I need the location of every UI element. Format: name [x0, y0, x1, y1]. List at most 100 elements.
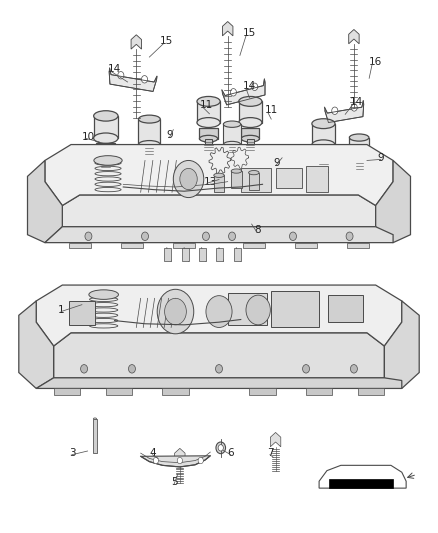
Ellipse shape — [249, 171, 259, 175]
Circle shape — [118, 71, 124, 79]
Bar — [276, 168, 302, 188]
Polygon shape — [175, 448, 185, 463]
Polygon shape — [45, 227, 393, 243]
Circle shape — [215, 365, 223, 373]
Text: 8: 8 — [254, 225, 261, 236]
Circle shape — [237, 154, 243, 161]
Circle shape — [332, 107, 338, 115]
Polygon shape — [243, 243, 265, 248]
Bar — [320, 161, 327, 172]
Polygon shape — [19, 301, 53, 389]
Polygon shape — [36, 378, 402, 389]
Ellipse shape — [217, 169, 223, 171]
Bar — [241, 127, 259, 139]
Polygon shape — [325, 101, 364, 123]
Circle shape — [141, 76, 148, 83]
Text: 3: 3 — [69, 448, 75, 458]
Polygon shape — [385, 301, 419, 389]
Circle shape — [346, 232, 353, 240]
Circle shape — [216, 156, 224, 165]
Polygon shape — [295, 243, 317, 248]
Circle shape — [85, 232, 92, 240]
Bar — [197, 101, 220, 123]
Polygon shape — [131, 35, 141, 49]
Ellipse shape — [138, 115, 160, 123]
Text: 4: 4 — [149, 448, 156, 458]
Polygon shape — [106, 389, 132, 395]
Circle shape — [157, 289, 194, 334]
Circle shape — [128, 365, 135, 373]
Text: 9: 9 — [167, 130, 173, 140]
Ellipse shape — [94, 156, 122, 165]
Polygon shape — [53, 333, 385, 378]
Bar — [96, 143, 116, 155]
Bar — [314, 150, 332, 161]
Polygon shape — [36, 285, 402, 346]
Bar — [94, 116, 118, 138]
Ellipse shape — [89, 290, 118, 300]
Text: 6: 6 — [228, 448, 234, 458]
Bar — [102, 155, 110, 167]
Bar — [231, 171, 242, 188]
Text: 10: 10 — [82, 132, 95, 142]
Text: 1: 1 — [58, 305, 64, 315]
Circle shape — [351, 104, 357, 111]
Bar — [146, 144, 152, 154]
Circle shape — [303, 365, 310, 373]
Bar — [357, 160, 362, 169]
Ellipse shape — [218, 445, 223, 451]
Circle shape — [165, 298, 186, 325]
Bar — [69, 301, 95, 325]
Ellipse shape — [241, 135, 259, 142]
Bar — [328, 479, 393, 488]
Circle shape — [246, 295, 270, 325]
Polygon shape — [28, 160, 62, 243]
Ellipse shape — [93, 418, 97, 419]
Bar — [249, 173, 259, 190]
Circle shape — [206, 296, 232, 327]
Ellipse shape — [138, 141, 160, 149]
Polygon shape — [347, 243, 369, 248]
Polygon shape — [162, 389, 188, 395]
Text: 11: 11 — [265, 105, 278, 115]
Bar — [312, 124, 335, 145]
Polygon shape — [209, 147, 231, 174]
Ellipse shape — [233, 165, 247, 169]
Circle shape — [141, 232, 148, 240]
Polygon shape — [306, 389, 332, 395]
Circle shape — [251, 83, 258, 91]
Ellipse shape — [197, 118, 220, 127]
Bar — [239, 101, 262, 123]
Circle shape — [198, 457, 203, 464]
Bar — [306, 166, 328, 192]
Text: 14: 14 — [243, 81, 256, 91]
Polygon shape — [141, 456, 210, 467]
Circle shape — [173, 160, 204, 198]
Polygon shape — [173, 243, 195, 248]
Polygon shape — [62, 195, 376, 227]
Bar — [216, 248, 223, 261]
Polygon shape — [358, 389, 385, 395]
Ellipse shape — [96, 152, 116, 159]
Ellipse shape — [350, 134, 369, 141]
Bar — [182, 248, 188, 261]
Ellipse shape — [94, 133, 118, 143]
Ellipse shape — [239, 118, 262, 127]
Ellipse shape — [216, 442, 226, 454]
Bar — [93, 419, 97, 453]
Circle shape — [180, 168, 197, 190]
Ellipse shape — [312, 140, 335, 150]
Polygon shape — [45, 144, 393, 206]
Ellipse shape — [199, 135, 218, 142]
Bar — [205, 139, 212, 150]
Polygon shape — [231, 147, 249, 168]
Text: 11: 11 — [199, 100, 213, 110]
Ellipse shape — [350, 157, 369, 164]
Circle shape — [177, 457, 183, 464]
Polygon shape — [250, 389, 276, 395]
Text: 9: 9 — [378, 153, 385, 163]
Bar — [234, 248, 241, 261]
Bar — [228, 293, 267, 325]
Ellipse shape — [231, 169, 242, 173]
Polygon shape — [270, 432, 281, 447]
